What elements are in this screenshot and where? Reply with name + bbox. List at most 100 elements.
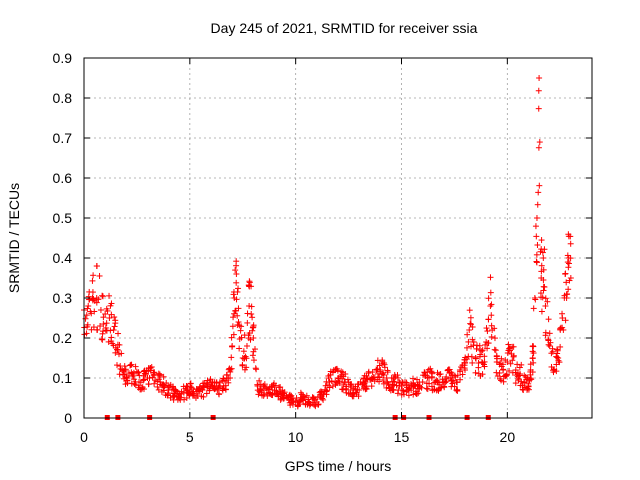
data-point [548,350,555,357]
data-point [250,348,257,355]
data-point [488,312,495,319]
data-point [469,359,476,366]
data-point [428,368,435,375]
data-point [466,327,473,333]
data-point [115,330,122,337]
data-point [233,262,240,269]
data-point [509,357,516,364]
data-point [436,385,443,392]
data-point [99,336,106,343]
data-point [434,369,441,376]
y-tick-label: 0.7 [53,130,73,146]
data-point [280,395,287,402]
data-point [500,373,507,380]
data-point [95,296,102,303]
data-point [384,367,391,374]
data-point [294,399,301,406]
data-point [236,345,243,352]
data-point [454,372,461,379]
data-point [234,312,241,319]
data-point [167,394,174,401]
data-point [514,373,521,380]
data-point [500,378,507,385]
data-point [540,283,547,290]
data-point [155,386,162,393]
data-point [244,310,251,317]
data-point [390,378,397,385]
data-point [323,378,330,385]
data-point [233,271,240,277]
data-point [500,361,507,368]
data-point [242,353,249,360]
data-point [349,392,356,399]
data-point [533,215,540,221]
data-point [299,396,306,403]
data-point [402,379,409,386]
data-point [541,246,548,253]
data-point [484,345,491,352]
data-point [467,314,474,321]
x-tick-label: 10 [288,429,304,445]
data-point [127,362,134,369]
data-point [369,375,376,382]
data-point [531,295,538,301]
y-tick-label: 0.6 [53,170,73,186]
data-point [116,371,123,378]
data-point [363,373,370,380]
y-tick-label: 0.2 [53,330,73,346]
data-point [89,297,96,304]
data-point [533,251,540,258]
data-point [201,380,208,387]
data-point [433,377,440,384]
data-point [555,357,562,364]
data-point [530,359,537,366]
data-point [510,352,517,359]
data-point [536,139,543,146]
data-point [535,144,542,151]
data-point [91,308,98,315]
data-point [547,339,554,346]
data-point [99,293,106,300]
data-point [399,387,406,394]
data-point [320,396,327,403]
data-point [487,289,494,296]
data-point [413,390,420,397]
data-point [384,379,391,386]
data-point [505,341,512,348]
x-tick-label: 0 [80,429,88,445]
data-point [551,366,558,373]
data-point [534,242,541,249]
data-point [285,396,292,403]
data-point [342,370,349,377]
data-point [241,354,248,361]
data-point [373,366,380,373]
data-point [498,355,505,362]
data-point [263,390,270,397]
data-point [556,359,563,366]
data-point [256,388,263,395]
data-point [235,319,242,325]
data-point [393,382,400,389]
data-point [246,278,253,285]
data-point [225,379,232,386]
data-point [85,303,92,309]
data-point [456,366,463,373]
data-point [567,240,574,247]
data-point [462,354,469,361]
data-point [464,331,471,338]
data-point [200,383,207,390]
data-point [521,379,528,386]
data-point [107,327,114,334]
data-point [363,383,370,390]
data-point [206,387,213,394]
data-point [333,365,340,372]
data-point [98,336,105,343]
data-point [458,364,465,371]
data-point [546,330,553,337]
data-point [228,334,235,341]
data-point [537,290,544,297]
data-point [142,371,149,378]
data-point [251,346,258,353]
data-point [256,377,263,384]
data-point [160,373,167,380]
